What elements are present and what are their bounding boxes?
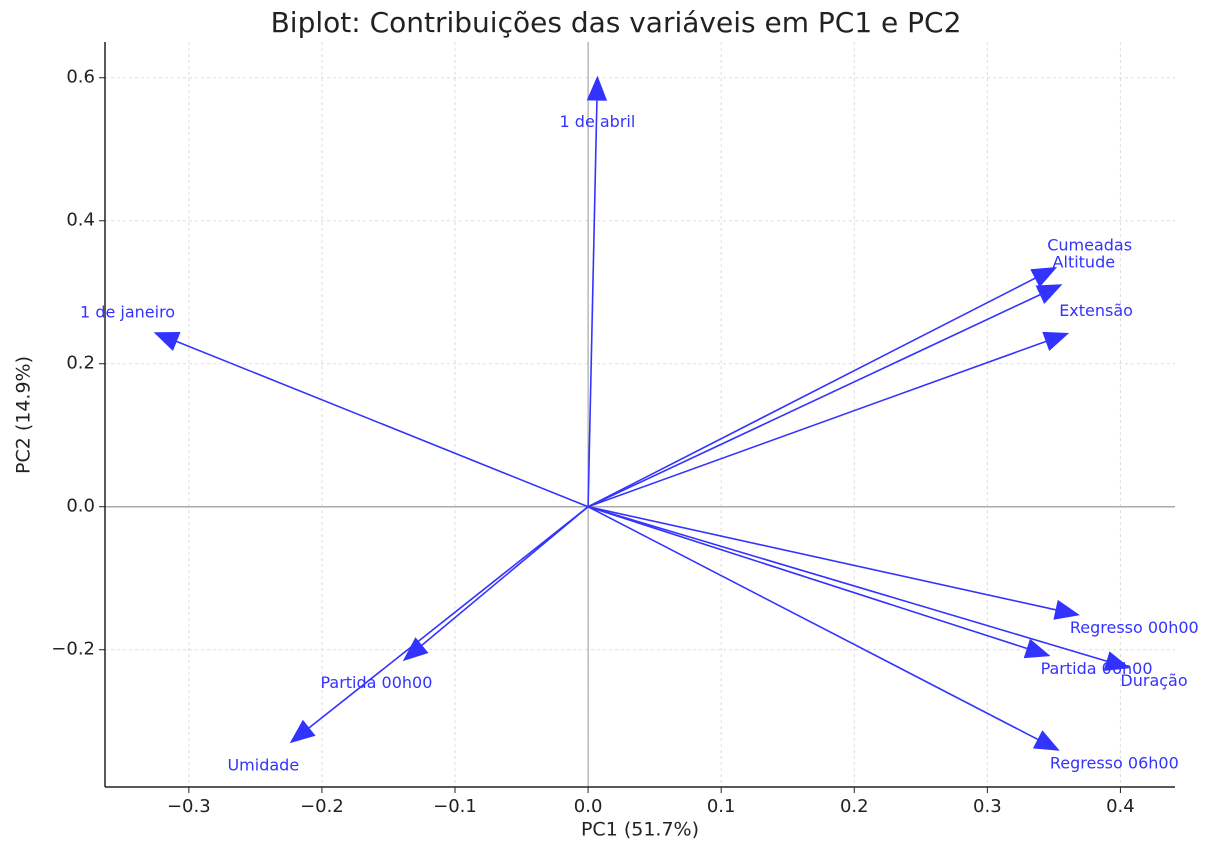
x-tick-label: −0.2 (300, 796, 344, 817)
x-tick-label: 0.1 (707, 796, 736, 817)
y-tick-label: 0.2 (66, 353, 95, 374)
vector-label: Umidade (227, 755, 299, 774)
vector-arrow (587, 505, 1080, 620)
y-tick-label: −0.2 (51, 639, 95, 660)
vector-arrow (153, 332, 589, 508)
vector-label: Cumeadas (1047, 235, 1132, 254)
vector-arrow (587, 505, 1131, 671)
vector-label: Extensão (1059, 301, 1133, 320)
vector-label: Partida 06h00 (1041, 659, 1153, 678)
y-tick-label: 0.4 (66, 210, 95, 231)
x-tick-label: −0.1 (433, 796, 477, 817)
x-axis-label: PC1 (51.7%) (581, 819, 699, 841)
vector-arrow (587, 505, 1051, 659)
vector-arrow (289, 506, 589, 744)
vector-label: 1 de janeiro (80, 302, 175, 321)
x-tick-label: 0.4 (1106, 796, 1135, 817)
vector-label: Duração (1120, 671, 1187, 690)
vector-label: 1 de abril (560, 112, 636, 131)
x-tick-label: 0.3 (973, 796, 1002, 817)
vector-label: Regresso 00h00 (1070, 618, 1199, 637)
vector-label: Altitude (1053, 253, 1116, 272)
y-tick-label: 0.6 (66, 67, 95, 88)
x-tick-label: 0.0 (574, 796, 603, 817)
vector-arrow (587, 331, 1070, 508)
vector-arrow (587, 506, 1060, 751)
y-axis-label: PC2 (14.9%) (13, 356, 35, 474)
x-tick-label: 0.2 (840, 796, 869, 817)
vector-arrow (402, 506, 589, 662)
vector-arrow (587, 284, 1063, 508)
vector-label: Regresso 06h00 (1050, 753, 1179, 772)
vector-label: Partida 00h00 (320, 673, 432, 692)
vector-arrow (586, 75, 608, 507)
chart-title: Biplot: Contribuições das variáveis em P… (271, 6, 962, 39)
vector-arrow (587, 266, 1058, 508)
x-tick-label: −0.3 (167, 796, 211, 817)
y-tick-label: 0.0 (66, 496, 95, 517)
